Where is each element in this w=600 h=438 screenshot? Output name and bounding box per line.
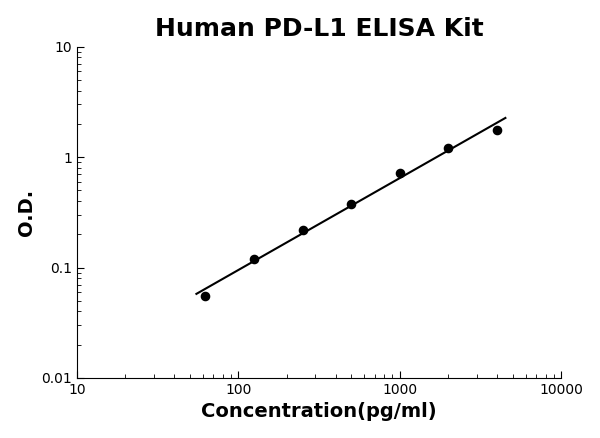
Point xyxy=(493,127,502,134)
Y-axis label: O.D.: O.D. xyxy=(17,189,35,236)
Point xyxy=(443,145,453,152)
Point xyxy=(298,226,307,233)
Point xyxy=(395,170,404,177)
Point xyxy=(200,293,210,300)
X-axis label: Concentration(pg/ml): Concentration(pg/ml) xyxy=(202,403,437,421)
Point xyxy=(346,200,356,207)
Point xyxy=(249,255,259,262)
Title: Human PD-L1 ELISA Kit: Human PD-L1 ELISA Kit xyxy=(155,17,484,41)
